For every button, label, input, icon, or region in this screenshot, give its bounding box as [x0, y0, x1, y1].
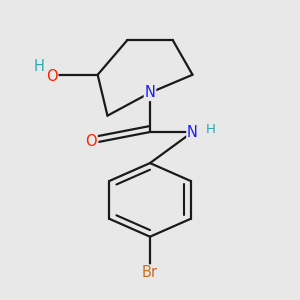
Text: Br: Br: [142, 265, 158, 280]
Text: N: N: [187, 124, 198, 140]
Text: O: O: [85, 134, 97, 149]
Text: H: H: [206, 123, 215, 136]
Text: H: H: [33, 59, 44, 74]
Text: N: N: [145, 85, 155, 100]
Text: O: O: [46, 69, 58, 84]
